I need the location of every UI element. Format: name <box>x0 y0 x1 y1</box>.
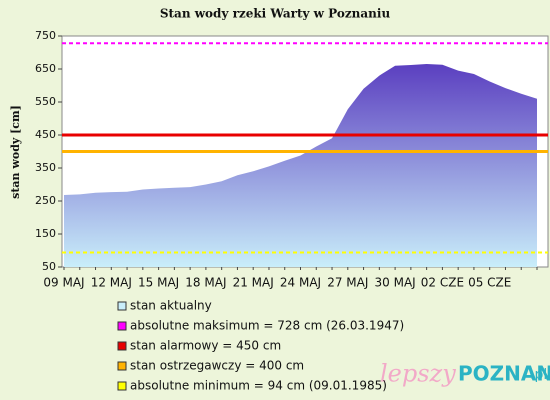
legend-label: stan aktualny <box>130 299 212 313</box>
y-tick-label: 50 <box>42 260 56 273</box>
watermark: POZNAN <box>458 362 550 386</box>
watermark: lepszy <box>380 360 456 388</box>
chart-title: Stan wody rzeki Warty w Poznaniu <box>160 7 391 21</box>
x-tick-label: 18 MAJ <box>185 276 226 290</box>
legend-swatch <box>117 361 127 371</box>
legend-label: absolutne minimum = 94 cm (09.01.1985) <box>130 379 387 393</box>
x-tick-label: 15 MAJ <box>138 276 179 290</box>
y-axis-label: stan wody [cm] <box>9 105 22 199</box>
legend-label: stan alarmowy = 450 cm <box>130 339 281 353</box>
x-tick-label: 12 MAJ <box>91 276 132 290</box>
legend-swatch <box>117 301 127 311</box>
x-tick-label: 21 MAJ <box>233 276 274 290</box>
y-tick-label: 750 <box>35 29 56 42</box>
x-tick-label: 30 MAJ <box>375 276 416 290</box>
y-tick-label: 450 <box>35 128 56 141</box>
x-tick-label: 24 MAJ <box>280 276 321 290</box>
x-tick-label: 09 MAJ <box>43 276 84 290</box>
legend-swatch <box>117 381 127 391</box>
watermark: .pl <box>530 367 547 383</box>
y-tick-label: 550 <box>35 95 56 108</box>
legend-label: absolutne maksimum = 728 cm (26.03.1947) <box>130 319 404 333</box>
y-tick-label: 650 <box>35 62 56 75</box>
y-tick-label: 250 <box>35 194 56 207</box>
legend-label: stan ostrzegawczy = 400 cm <box>130 359 304 373</box>
y-tick-label: 150 <box>35 227 56 240</box>
legend-swatch <box>117 341 127 351</box>
x-tick-label: 02 CZE <box>421 276 464 290</box>
area <box>64 64 537 267</box>
x-tick-label: 05 CZE <box>468 276 511 290</box>
x-tick-label: 27 MAJ <box>327 276 368 290</box>
legend-swatch <box>117 321 127 331</box>
y-tick-label: 350 <box>35 161 56 174</box>
